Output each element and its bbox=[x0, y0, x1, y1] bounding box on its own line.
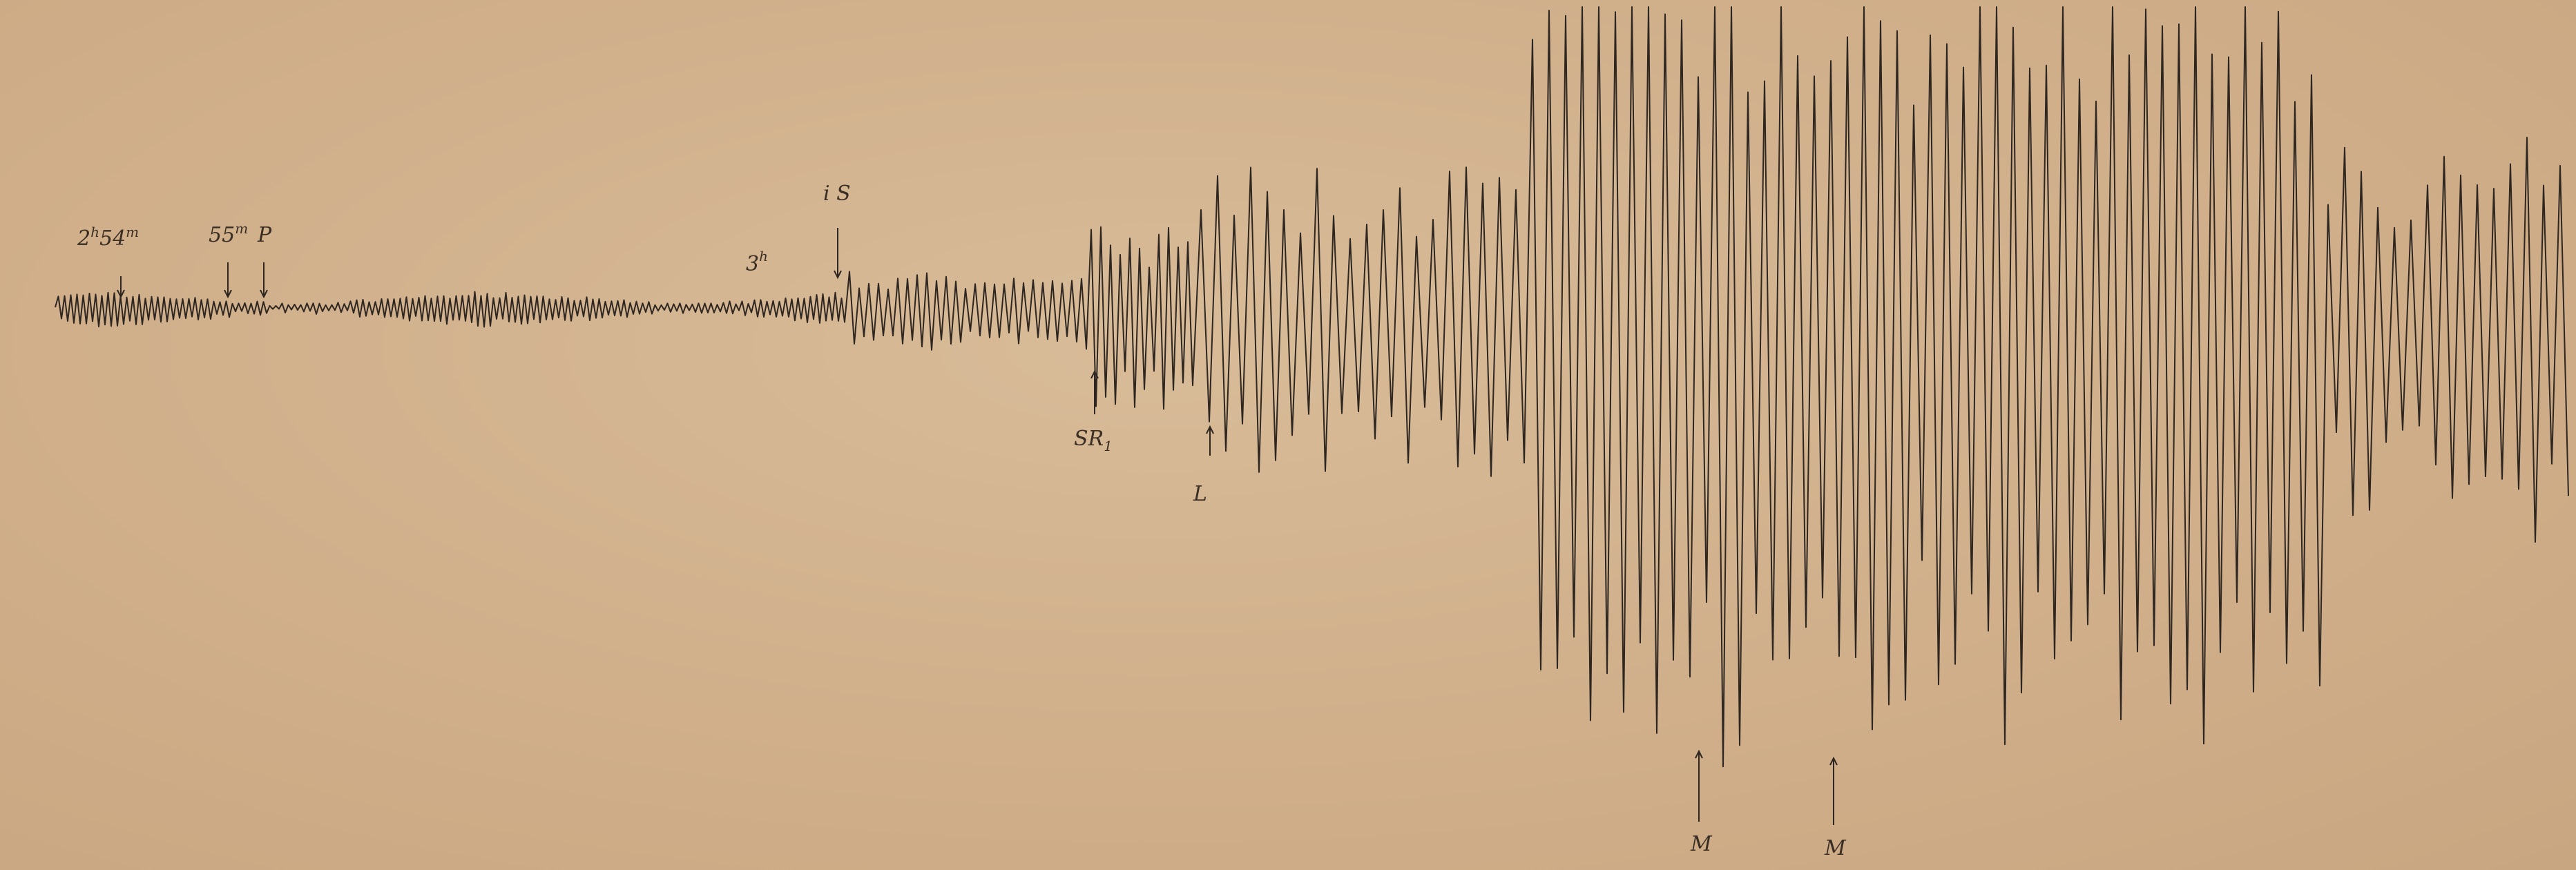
label-is: i S bbox=[823, 182, 851, 206]
arrow-m1 bbox=[1695, 749, 1703, 822]
label-55m: 55m bbox=[209, 220, 248, 247]
label-m2: M bbox=[1824, 836, 1847, 860]
seismogram-trace bbox=[55, 6, 2569, 768]
label-l: L bbox=[1193, 482, 1207, 506]
arrow-m2 bbox=[1829, 756, 1838, 825]
label-2h54m: 2h54m bbox=[77, 224, 139, 251]
label-sr1: SR1 bbox=[1074, 427, 1113, 454]
label-p: P bbox=[257, 223, 272, 247]
label-m1: M bbox=[1690, 832, 1713, 856]
arrow-is bbox=[834, 228, 842, 280]
label-3h: 3h bbox=[746, 248, 768, 276]
arrow-55 bbox=[224, 262, 232, 299]
arrow-l bbox=[1206, 425, 1214, 456]
arrow-p bbox=[260, 262, 268, 299]
arrow-sr1 bbox=[1090, 369, 1099, 414]
arrow-254 bbox=[117, 276, 125, 299]
